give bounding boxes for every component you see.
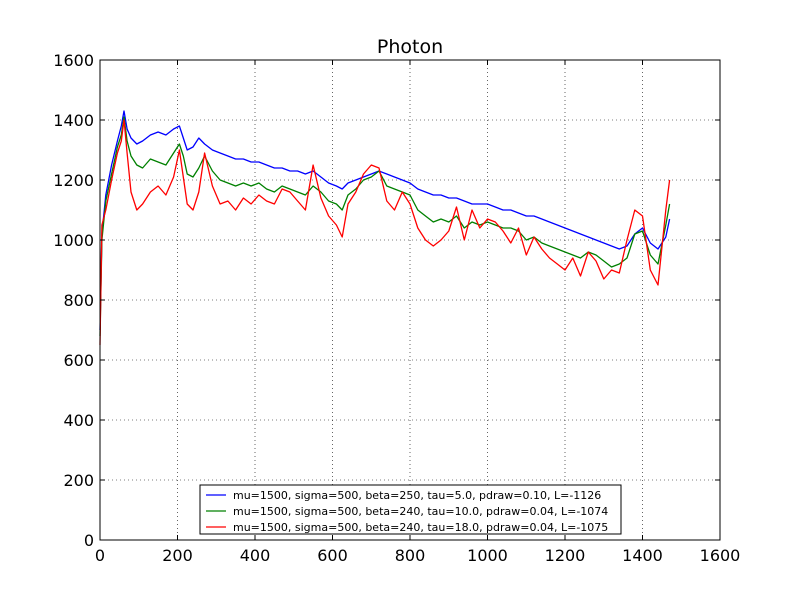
x-tick-label: 600: [317, 546, 348, 565]
legend-label-3: mu=1500, sigma=500, beta=240, tau=18.0, …: [233, 521, 608, 534]
x-tick-label: 0: [95, 546, 105, 565]
grid-lines: [100, 60, 720, 540]
legend-label-1: mu=1500, sigma=500, beta=250, tau=5.0, p…: [233, 489, 601, 502]
legend-box: [199, 484, 622, 535]
x-tick-label: 1000: [467, 546, 508, 565]
chart-title: Photon: [377, 36, 443, 58]
series-line-3: [99, 119, 671, 346]
axis-ticks: 0 200 400 600 800 1000 1200 1400 1600 0 200 400 600 8…: [53, 51, 740, 565]
legend-items: mu=1500, sigma=500, beta=250, tau=5.0, p…: [206, 489, 608, 534]
x-tick-label: 1600: [700, 546, 741, 565]
y-tick-label: 1400: [53, 111, 94, 130]
series-line-1: [99, 110, 671, 331]
y-tick-label: 1200: [53, 171, 94, 190]
y-tick-label: 1600: [53, 51, 94, 70]
series-lines: [99, 110, 671, 346]
series-line-2: [99, 116, 671, 337]
x-tick-label: 200: [162, 546, 193, 565]
y-tick-label: 800: [63, 291, 94, 310]
x-tick-label: 1400: [622, 546, 663, 565]
y-tick-label: 200: [63, 471, 94, 490]
y-tick-label: 600: [63, 351, 94, 370]
legend-label-2: mu=1500, sigma=500, beta=240, tau=10.0, …: [233, 505, 608, 518]
x-tick-label: 800: [395, 546, 426, 565]
y-tick-label: 1000: [53, 231, 94, 250]
y-tick-label: 0: [84, 531, 94, 550]
x-tick-label: 1200: [545, 546, 586, 565]
x-tick-label: 400: [240, 546, 271, 565]
y-tick-label: 400: [63, 411, 94, 430]
legend: mu=1500, sigma=500, beta=250, tau=5.0, p…: [199, 484, 622, 535]
